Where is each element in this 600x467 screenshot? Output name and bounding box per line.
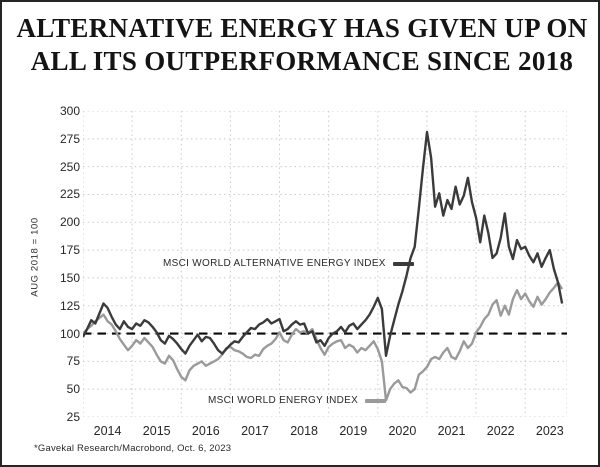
series-line-msci-world-alternative-energy-index — [81, 130, 564, 358]
y-tick-label: 100 — [59, 326, 80, 341]
chart-title-line1: ALTERNATIVE ENERGY HAS GIVEN UP ON — [16, 13, 588, 43]
y-tick-label: 275 — [59, 131, 80, 146]
chart-title: ALTERNATIVE ENERGY HAS GIVEN UP ON ALL I… — [2, 12, 598, 78]
y-tick-label: 25 — [66, 410, 80, 424]
y-tick-label: 225 — [59, 187, 80, 202]
y-tick-label: 175 — [59, 243, 80, 258]
x-tick-label: 2014 — [93, 424, 122, 438]
x-tick-label: 2015 — [142, 424, 171, 438]
legend-energy-swatch — [365, 398, 387, 403]
source-footnote: *Gavekal Research/Macrobond, Oct. 6, 202… — [34, 443, 232, 454]
x-tick-label: 2023 — [535, 424, 564, 438]
chart-title-line2: ALL ITS OUTPERFORMANCE SINCE 2018 — [30, 46, 574, 76]
legend-alternative-energy-label: MSCI WORLD ALTERNATIVE ENERGY INDEX — [163, 258, 386, 269]
y-tick-label: 200 — [59, 215, 80, 230]
chart-svg — [81, 110, 568, 418]
y-tick-label: 50 — [66, 382, 80, 397]
plot-area — [81, 110, 568, 418]
y-tick-label: 125 — [59, 298, 80, 313]
y-tick-label: 150 — [59, 270, 80, 285]
y-tick-label: 75 — [66, 354, 80, 369]
x-tick-label: 2019 — [339, 424, 368, 438]
x-tick-label: 2022 — [486, 424, 515, 438]
legend-energy: MSCI WORLD ENERGY INDEX — [208, 395, 387, 406]
y-tick-label: 300 — [59, 104, 80, 118]
y-tick-label: 250 — [59, 159, 80, 174]
x-tick-label: 2020 — [388, 424, 417, 438]
series-line-msci-world-energy-index — [82, 281, 564, 402]
legend-alternative-energy-swatch — [392, 261, 414, 266]
x-tick-label: 2018 — [290, 424, 319, 438]
legend-energy-label: MSCI WORLD ENERGY INDEX — [208, 395, 359, 406]
x-tick-label: 2021 — [437, 424, 466, 438]
x-tick-label: 2017 — [241, 424, 269, 438]
x-tick-label: 2016 — [191, 424, 220, 438]
legend-alternative-energy: MSCI WORLD ALTERNATIVE ENERGY INDEX — [163, 258, 414, 269]
